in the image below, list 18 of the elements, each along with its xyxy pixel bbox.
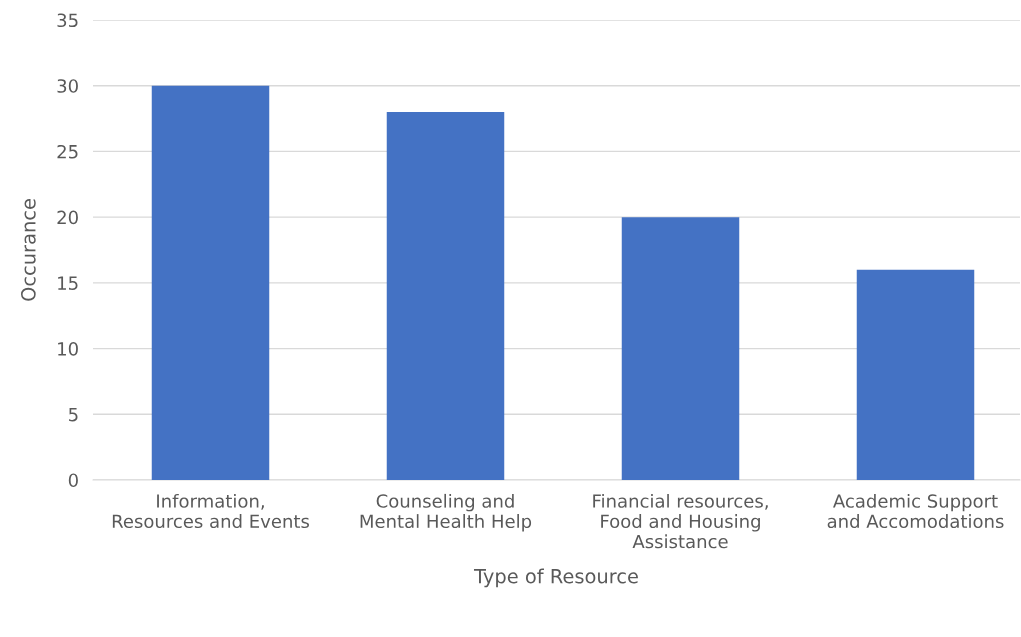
bar — [856, 269, 975, 480]
y-axis-title: Occurance — [20, 199, 36, 301]
x-axis-title: Type of Resource — [473, 568, 638, 588]
y-tick-label: 5 — [69, 407, 78, 422]
y-tick-label: 20 — [57, 210, 78, 225]
y-tick-label: 25 — [57, 144, 78, 159]
bar — [386, 112, 505, 480]
y-tick-label: 0 — [68, 473, 78, 488]
bar — [151, 85, 270, 480]
y-tick-label: 10 — [58, 342, 78, 356]
bar — [621, 217, 740, 480]
y-tick-label: 30 — [57, 79, 78, 93]
x-tick-label: Academic Support and Accomodations — [827, 493, 1004, 529]
y-tick-label: 15 — [58, 276, 78, 290]
x-tick-label: Financial resources, Food and Housing Assistance — [593, 493, 768, 549]
y-tick-label: 35 — [57, 13, 78, 28]
x-tick-label: Counseling and Mental Health Help — [360, 493, 532, 532]
x-tick-label: Information, Resources and Events — [112, 493, 310, 529]
